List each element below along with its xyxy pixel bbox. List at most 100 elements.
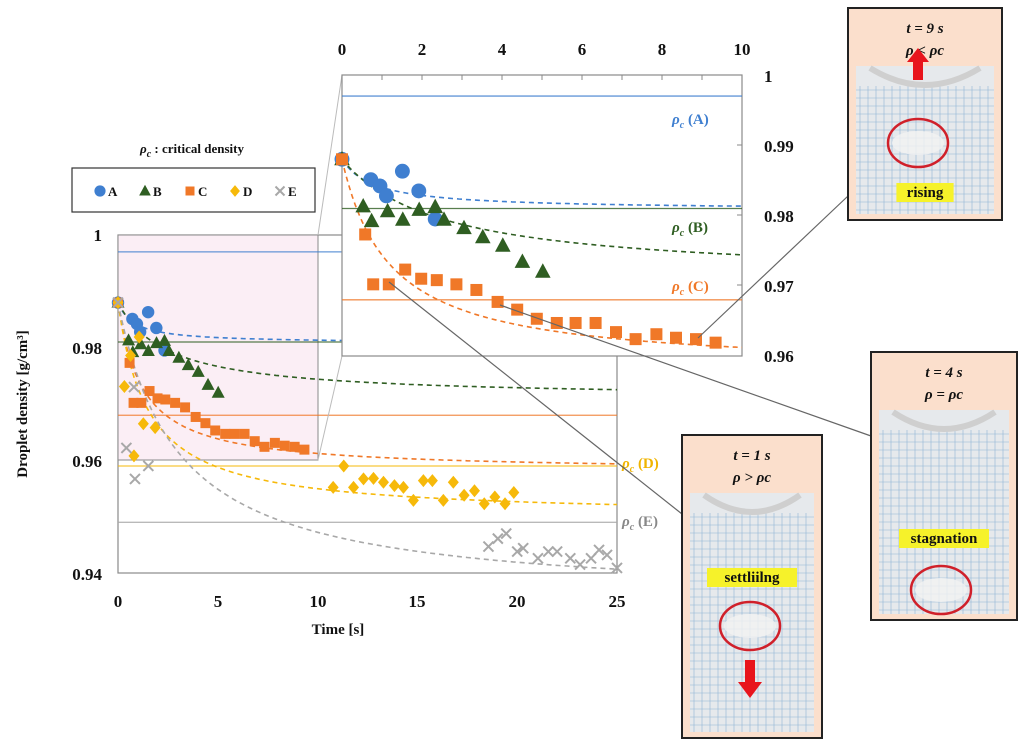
data-point-C (180, 402, 191, 413)
data-point-D (407, 493, 419, 507)
data-point-C (399, 263, 412, 276)
data-point-C (239, 428, 250, 439)
x-tick-label: 6 (578, 40, 587, 59)
data-point-D (489, 490, 501, 504)
panel-relation: ρ = ρc (924, 387, 964, 403)
data-point-A (378, 188, 394, 204)
critical-label-C: ρc (C) (671, 279, 709, 298)
data-point-D (125, 349, 137, 363)
x-tick-label: 5 (214, 592, 223, 611)
inset-y-ticks: 1 0.99 0.98 0.97 0.96 (764, 67, 794, 366)
main-x-ticks: 0 5 10 15 20 25 (114, 592, 626, 611)
legend-label-E: E (288, 184, 297, 199)
data-point-C (160, 394, 171, 405)
data-point-E (601, 549, 613, 561)
x-tick-label: 10 (734, 40, 751, 59)
legend-label-D: D (243, 184, 252, 199)
panel-time: t = 1 s (733, 448, 770, 464)
data-point-C (124, 357, 135, 368)
panel-connector (697, 195, 849, 339)
data-point-C (259, 441, 270, 452)
data-point-D (478, 497, 490, 511)
legend-marker-C (185, 186, 195, 196)
data-point-B (495, 237, 511, 252)
data-point-B (475, 228, 491, 244)
data-point-C (569, 316, 582, 329)
fit-curve-C (117, 302, 618, 465)
data-point-C (136, 397, 147, 408)
data-point-C (382, 278, 395, 291)
state-tag-bg (896, 183, 954, 202)
y-tick-label: 0.98 (72, 339, 102, 358)
data-point-E (611, 562, 623, 574)
photo-panel-2: t = 4 s ρ = ρc stagnation (870, 351, 1018, 621)
legend-label-A: A (108, 184, 118, 199)
data-point-B (191, 364, 205, 377)
data-point-B (134, 337, 148, 350)
y-axis-title: Droplet density [g/cm³] (15, 330, 31, 478)
data-point-B (427, 198, 443, 214)
x-axis-title: Time [s] (312, 622, 365, 638)
data-point-C (200, 418, 211, 429)
data-point-B (162, 344, 176, 357)
x-tick-label: 10 (310, 592, 327, 611)
x-tick-label: 25 (609, 592, 626, 611)
data-point-C (152, 393, 163, 404)
data-point-E (120, 442, 133, 454)
zoom-connector (317, 355, 343, 461)
state-tag: settliilng (725, 570, 780, 586)
zoom-connector (317, 74, 343, 236)
data-point-D (437, 493, 449, 507)
x-tick-label: 8 (658, 40, 667, 59)
vial-photo (879, 409, 1009, 614)
y-tick-label: 1 (94, 226, 103, 245)
data-point-C (220, 428, 231, 439)
data-point-C (144, 386, 155, 397)
data-point-C (430, 274, 443, 287)
x-tick-label: 0 (338, 40, 347, 59)
x-tick-label: 0 (114, 592, 123, 611)
data-point-C (670, 331, 682, 344)
state-tag-bg (899, 529, 989, 548)
data-point-B (363, 212, 380, 228)
data-point-B (172, 350, 186, 363)
data-point-C (210, 425, 221, 436)
legend-marker-A (94, 185, 106, 197)
y-tick-label: 0.96 (72, 452, 102, 471)
legend-label-B: B (153, 184, 162, 199)
y-tick-label: 0.99 (764, 137, 794, 156)
data-point-C (415, 272, 428, 285)
panel-time: t = 9 s (906, 21, 943, 37)
data-point-B (181, 358, 195, 371)
data-point-D (447, 475, 459, 489)
data-point-C (589, 316, 602, 329)
data-point-B (379, 202, 396, 218)
data-point-D (468, 484, 480, 498)
data-point-B (411, 201, 427, 216)
data-point-D (137, 417, 149, 431)
data-point-D (508, 485, 520, 499)
data-point-E (492, 532, 504, 545)
x-tick-label: 20 (509, 592, 526, 611)
state-tag-bg (707, 568, 797, 587)
arrow-up-icon (907, 48, 929, 80)
data-point-D (458, 488, 470, 502)
data-point-C (709, 336, 722, 349)
data-point-D (348, 480, 360, 494)
fit-curve-D (117, 302, 617, 506)
data-point-C (629, 333, 642, 346)
inset-chart: 0 2 4 6 8 10 1 0.99 0.98 0.97 0.96 ρc (A… (334, 40, 794, 366)
data-point-E (142, 460, 155, 472)
panel-connector (499, 304, 872, 437)
y-tick-label: 0.94 (72, 565, 102, 584)
y-tick-label: 0.96 (764, 347, 794, 366)
data-point-D (149, 421, 161, 435)
data-point-A (411, 183, 427, 199)
legend-title: ρc : critical density (139, 141, 244, 160)
y-tick-label: 1 (764, 67, 773, 86)
data-point-C (190, 411, 201, 422)
data-point-B (122, 333, 136, 346)
data-point-B (158, 333, 172, 346)
